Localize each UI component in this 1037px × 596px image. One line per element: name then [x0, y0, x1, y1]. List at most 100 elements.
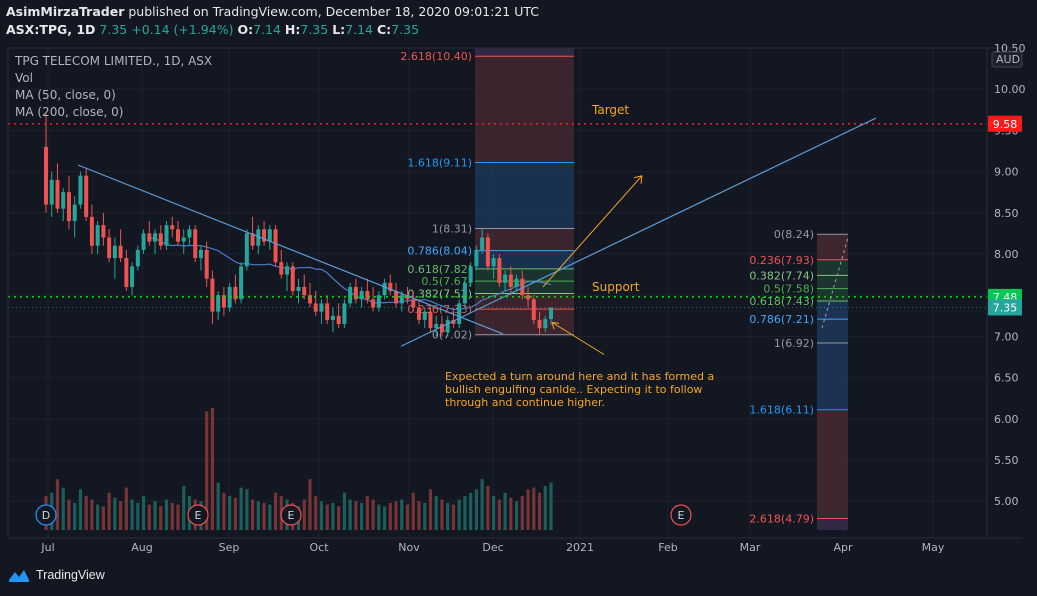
candle-body: [198, 249, 203, 259]
author-name[interactable]: AsimMirzaTrader: [6, 4, 125, 19]
volume-bar: [170, 502, 174, 530]
candle-body: [537, 319, 542, 329]
candle-body: [434, 324, 439, 329]
fib2-level-label: 2.618(4.79): [749, 512, 814, 525]
candle-body: [399, 295, 404, 304]
fib1-zone: [475, 293, 574, 335]
event-marker-label: E: [678, 509, 685, 522]
candle-body: [227, 286, 232, 308]
publish-line: AsimMirzaTrader published on TradingView…: [6, 4, 1026, 19]
volume-bar: [314, 496, 318, 530]
price-label-text: 9.58: [993, 118, 1018, 131]
candles: [44, 113, 553, 337]
fib-extension-2: 0(8.24)0.236(7.93)0.382(7.74)0.5(7.58)0.…: [749, 228, 848, 530]
candle-body: [457, 303, 462, 325]
candle-body: [371, 299, 376, 308]
low-value: 7.14: [345, 22, 374, 37]
candle-body: [405, 295, 410, 300]
fib2-level-label: 0(8.24): [774, 228, 814, 241]
candle-body: [348, 286, 353, 304]
fib1-zone: [475, 228, 574, 251]
x-tick-label: Nov: [398, 541, 420, 554]
volume-bar: [130, 499, 134, 530]
candle-body: [520, 278, 525, 296]
fib2-zone: [817, 259, 848, 301]
volume-bar: [228, 496, 232, 530]
y-tick-label: 7.00: [994, 330, 1019, 343]
fib1-level-label: 0.786(8.04): [407, 245, 472, 258]
candle-body: [313, 303, 318, 312]
fib2-level-label: 0.5(7.58): [763, 283, 814, 296]
event-marker-label: D: [42, 509, 50, 522]
candle-body: [307, 295, 312, 304]
fib1-level-label: 2.618(10.40): [400, 50, 472, 63]
volume-bar: [101, 506, 105, 530]
ohlc-line: ASX:TPG, 1D 7.35 +0.14 (+1.94%) O:7.14 H…: [6, 22, 1026, 37]
candle-body: [531, 299, 536, 320]
candle-body: [296, 286, 301, 292]
candle-body: [44, 146, 48, 205]
volume-bar: [182, 485, 186, 530]
tradingview-brand[interactable]: TradingView: [8, 568, 105, 582]
volume-bar: [216, 482, 220, 530]
chart-header: AsimMirzaTrader published on TradingView…: [6, 4, 1026, 37]
candle-body: [417, 307, 422, 320]
currency-badge: [991, 51, 1023, 68]
event-marker: [670, 504, 692, 526]
volume-bar: [394, 501, 398, 530]
candle-body: [239, 266, 244, 300]
close-label: C:: [377, 22, 392, 37]
candle-body: [244, 233, 249, 267]
volume-bar: [210, 408, 215, 530]
candle-body: [330, 315, 335, 320]
candle-body: [118, 245, 123, 259]
candle-body: [514, 278, 519, 287]
candle-body: [130, 266, 135, 287]
candle-body: [175, 229, 180, 242]
volume-bar: [107, 492, 111, 530]
volume-bar: [497, 499, 501, 530]
candle-body: [147, 233, 152, 242]
volume-bar: [428, 489, 433, 530]
x-tick-label: 2021: [566, 541, 594, 554]
volume-bar: [549, 482, 553, 530]
volume-bar: [486, 485, 490, 530]
price-label-badge: [988, 299, 1022, 316]
x-tick-label: Jul: [40, 541, 54, 554]
volume-bar: [434, 496, 438, 530]
candle-body: [428, 311, 433, 329]
candle-body: [411, 299, 416, 308]
volume-bar: [55, 479, 60, 530]
volume-bar: [532, 487, 536, 530]
candle-body: [89, 216, 94, 246]
volume-bar: [365, 496, 369, 530]
volume-bar: [78, 489, 83, 530]
y-tick-label: 8.50: [994, 207, 1019, 220]
high-value: 7.35: [300, 22, 329, 37]
legend-ma50: MA (50, close, 0): [15, 88, 116, 102]
candle-body: [376, 295, 381, 308]
y-tick-label: 9.00: [994, 166, 1019, 179]
candle-body: [543, 319, 548, 329]
candle-body: [78, 175, 83, 205]
candle-body: [250, 233, 255, 246]
volume-bar: [411, 492, 415, 530]
volume-bar: [153, 501, 157, 530]
x-tick-label: Aug: [131, 541, 152, 554]
event-marker-label: E: [288, 509, 295, 522]
volume-bar: [526, 489, 530, 530]
fib1-zone: [475, 56, 574, 163]
volume-bar: [302, 499, 306, 530]
candle-body: [135, 249, 140, 267]
candle-body: [394, 291, 399, 304]
candle-body: [256, 229, 261, 246]
volume-bar: [463, 496, 467, 530]
x-tick-label: May: [922, 541, 945, 554]
y-tick-label: 5.00: [994, 495, 1019, 508]
volume-bar: [342, 492, 347, 530]
fib2-level-label: 0.786(7.21): [749, 313, 814, 326]
drawings: Target Support Expected a turn around here…: [8, 103, 987, 526]
candle-body: [480, 237, 485, 250]
annotation-text: Expected a turn around here and it has f…: [445, 370, 714, 383]
